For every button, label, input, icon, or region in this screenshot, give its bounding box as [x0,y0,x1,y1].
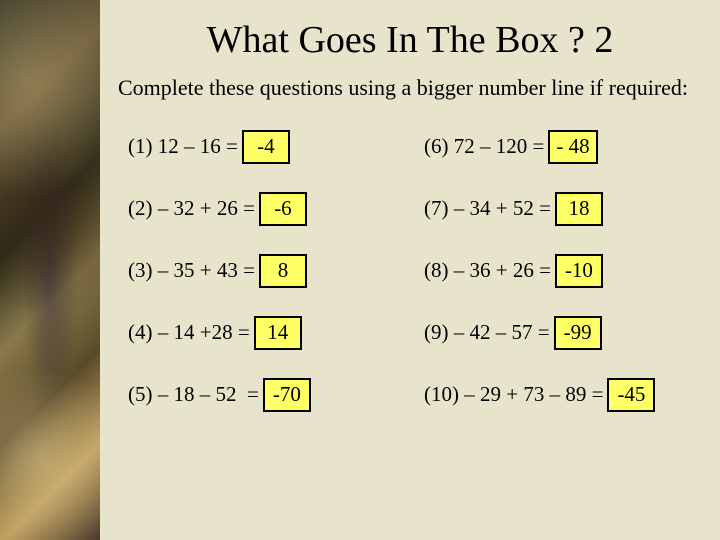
question-item: (9) – 42 – 57 = -99 [424,316,710,350]
question-text: (10) – 29 + 73 – 89 = [424,382,603,407]
answer-box: -6 [259,192,307,226]
question-item: (2) – 32 + 26 = -6 [128,192,414,226]
question-item: (7) – 34 + 52 = 18 [424,192,710,226]
slide-title: What Goes In The Box ? 2 [100,0,720,70]
answer-box: -70 [263,378,311,412]
question-item: (8) – 36 + 26 = -10 [424,254,710,288]
answer-box: -10 [555,254,603,288]
questions-grid: (1) 12 – 16 = -4 (6) 72 – 120 = - 48 (2)… [100,112,720,412]
question-text: (5) – 18 – 52 = [128,382,259,407]
answer-box: -99 [554,316,602,350]
question-text: (8) – 36 + 26 = [424,258,551,283]
question-text: (2) – 32 + 26 = [128,196,255,221]
decorative-sidebar-image [0,0,100,540]
slide-subtitle: Complete these questions using a bigger … [100,70,720,112]
question-text: (1) 12 – 16 = [128,134,238,159]
question-text: (4) – 14 +28 = [128,320,250,345]
answer-box: - 48 [548,130,597,164]
question-item: (5) – 18 – 52 = -70 [128,378,414,412]
question-text: (3) – 35 + 43 = [128,258,255,283]
question-item: (4) – 14 +28 = 14 [128,316,414,350]
answer-box: 8 [259,254,307,288]
slide-content: What Goes In The Box ? 2 Complete these … [100,0,720,540]
answer-box: 14 [254,316,302,350]
answer-box: 18 [555,192,603,226]
question-item: (1) 12 – 16 = -4 [128,130,414,164]
question-item: (6) 72 – 120 = - 48 [424,130,710,164]
question-text: (9) – 42 – 57 = [424,320,550,345]
answer-box: -4 [242,130,290,164]
question-text: (7) – 34 + 52 = [424,196,551,221]
answer-box: -45 [607,378,655,412]
question-text: (6) 72 – 120 = [424,134,544,159]
question-item: (3) – 35 + 43 = 8 [128,254,414,288]
question-item: (10) – 29 + 73 – 89 = -45 [424,378,710,412]
